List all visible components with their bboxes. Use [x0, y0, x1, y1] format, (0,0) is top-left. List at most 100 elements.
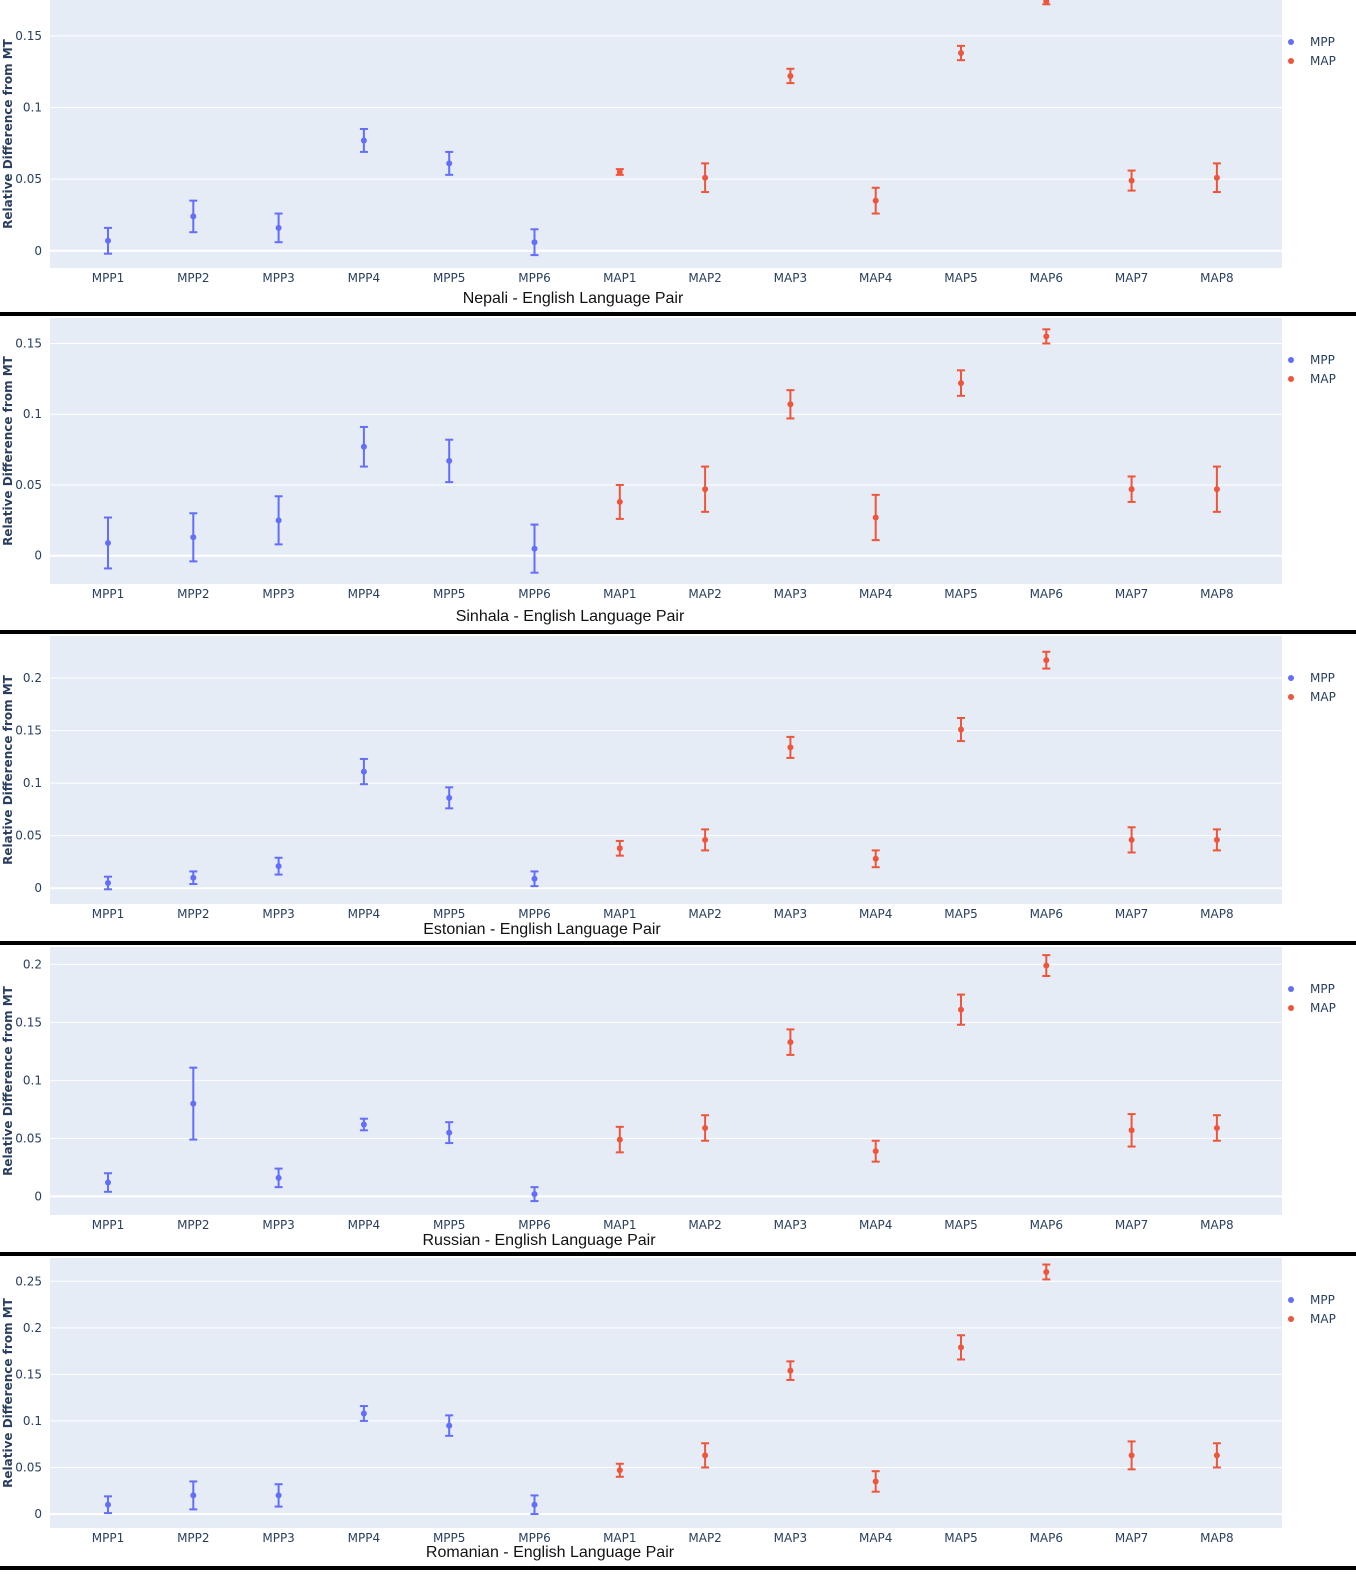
- x-tick-label: MAP8: [1200, 271, 1233, 285]
- data-point: [958, 50, 964, 57]
- y-axis-title: Relative Difference from MT: [1, 674, 15, 865]
- data-point: [702, 486, 709, 493]
- legend-label: MPP: [1310, 982, 1335, 996]
- chart-panel-nepali: 0 0.05 0.1 0.15 Relative Difference from MT M…: [0, 0, 1356, 312]
- y-tick-label: 0.1: [23, 776, 42, 790]
- x-tick-label: MPP2: [177, 271, 209, 285]
- legend-label: MAP: [1310, 1312, 1336, 1326]
- x-tick-label: MAP2: [688, 907, 721, 921]
- panel-separator: [0, 630, 1356, 634]
- legend-label: MAP: [1310, 1001, 1336, 1015]
- y-tick-label: 0: [34, 1189, 42, 1203]
- x-tick-label: MAP6: [1030, 1218, 1063, 1232]
- data-point: [105, 237, 111, 244]
- x-tick-label: MPP2: [177, 1218, 209, 1232]
- y-tick-label: 0.15: [15, 336, 42, 350]
- legend-label: MAP: [1310, 690, 1336, 704]
- data-point: [275, 1492, 282, 1499]
- chart-panel-estonian: 0 0.05 0.1 0.15 0.2 Relative Difference from …: [0, 634, 1356, 941]
- data-point: [958, 726, 964, 733]
- x-tick-label: MAP5: [944, 587, 977, 601]
- data-point: [958, 1344, 964, 1351]
- plot-area: [50, 318, 1282, 584]
- data-point: [105, 539, 111, 546]
- x-tick-label: MAP7: [1115, 271, 1148, 285]
- x-tick-label: MPP3: [262, 587, 294, 601]
- plot-area: [50, 947, 1282, 1215]
- y-tick-label: 0.15: [15, 29, 42, 43]
- y-tick-label: 0.2: [23, 671, 42, 685]
- panel-separator: [0, 1252, 1356, 1256]
- data-point: [190, 534, 197, 541]
- data-point: [787, 1039, 794, 1046]
- legend-marker: [1288, 357, 1294, 363]
- x-tick-label: MPP3: [262, 271, 294, 285]
- chart-panel-sinhala: 0 0.05 0.1 0.15 Relative Difference from MT M…: [0, 316, 1356, 630]
- y-tick-label: 0.1: [23, 407, 42, 421]
- y-tick-label: 0.05: [15, 478, 42, 492]
- data-point: [105, 879, 111, 886]
- y-tick-label: 0.1: [23, 100, 42, 114]
- x-tick-label: MAP6: [1030, 271, 1063, 285]
- chart-panel-romanian: 0 0.05 0.1 0.15 0.2 0.25 Relative Difference f…: [0, 1256, 1356, 1566]
- y-axis-title: Relative Difference from MT: [1, 355, 15, 546]
- x-tick-label: MAP1: [603, 271, 636, 285]
- legend-label: MPP: [1310, 671, 1335, 685]
- data-point: [531, 545, 538, 552]
- data-point: [702, 836, 709, 843]
- data-point: [190, 1100, 197, 1107]
- panel-separator: [0, 312, 1356, 316]
- x-tick-label: MPP6: [518, 1531, 550, 1545]
- legend-marker: [1288, 1297, 1294, 1303]
- data-point: [275, 224, 282, 231]
- x-tick-label: MAP4: [859, 907, 892, 921]
- data-point: [446, 457, 453, 464]
- x-axis-title: Romanian - English Language Pair: [425, 1544, 675, 1561]
- x-tick-label: MPP6: [518, 587, 550, 601]
- data-point: [1043, 0, 1050, 5]
- x-tick-label: MAP6: [1030, 1531, 1063, 1545]
- data-point: [1128, 177, 1135, 184]
- y-tick-label: 0.1: [23, 1073, 42, 1087]
- x-tick-label: MAP1: [603, 907, 636, 921]
- data-point: [1128, 836, 1135, 843]
- y-tick-label: 0.05: [15, 1131, 42, 1145]
- y-tick-label: 0.15: [15, 1015, 42, 1029]
- x-tick-label: MAP3: [774, 1218, 807, 1232]
- data-point: [360, 1121, 367, 1128]
- data-point: [872, 1478, 879, 1485]
- legend-label: MAP: [1310, 54, 1336, 68]
- x-axis-title: Russian - English Language Pair: [422, 1232, 656, 1249]
- x-tick-label: MAP2: [688, 1531, 721, 1545]
- data-point: [446, 160, 453, 167]
- legend-marker: [1288, 675, 1294, 681]
- x-tick-label: MPP4: [348, 1531, 380, 1545]
- x-tick-label: MPP5: [433, 1218, 465, 1232]
- x-tick-label: MAP8: [1200, 907, 1233, 921]
- x-tick-label: MAP3: [774, 587, 807, 601]
- data-point: [275, 517, 282, 524]
- y-tick-label: 0: [34, 881, 42, 895]
- legend-label: MPP: [1310, 1293, 1335, 1307]
- x-axis-title: Nepali - English Language Pair: [462, 290, 684, 307]
- x-tick-label: MAP7: [1115, 587, 1148, 601]
- x-tick-label: MAP4: [859, 1531, 892, 1545]
- x-axis-title: Sinhala - English Language Pair: [455, 608, 685, 625]
- x-tick-label: MAP4: [859, 1218, 892, 1232]
- data-point: [872, 514, 879, 521]
- data-point: [1213, 1124, 1220, 1131]
- x-tick-label: MPP1: [92, 1531, 124, 1545]
- x-tick-label: MAP2: [688, 271, 721, 285]
- data-point: [360, 1410, 367, 1417]
- y-tick-label: 0.05: [15, 1460, 42, 1474]
- x-tick-label: MPP5: [433, 1531, 465, 1545]
- x-tick-label: MPP1: [92, 1218, 124, 1232]
- data-point: [360, 443, 367, 450]
- legend-marker: [1288, 58, 1294, 64]
- data-point: [446, 794, 453, 801]
- y-axis-title: Relative Difference from MT: [1, 1297, 15, 1488]
- y-tick-label: 0.15: [15, 724, 42, 738]
- legend-marker: [1288, 376, 1294, 382]
- legend-marker: [1288, 1005, 1294, 1011]
